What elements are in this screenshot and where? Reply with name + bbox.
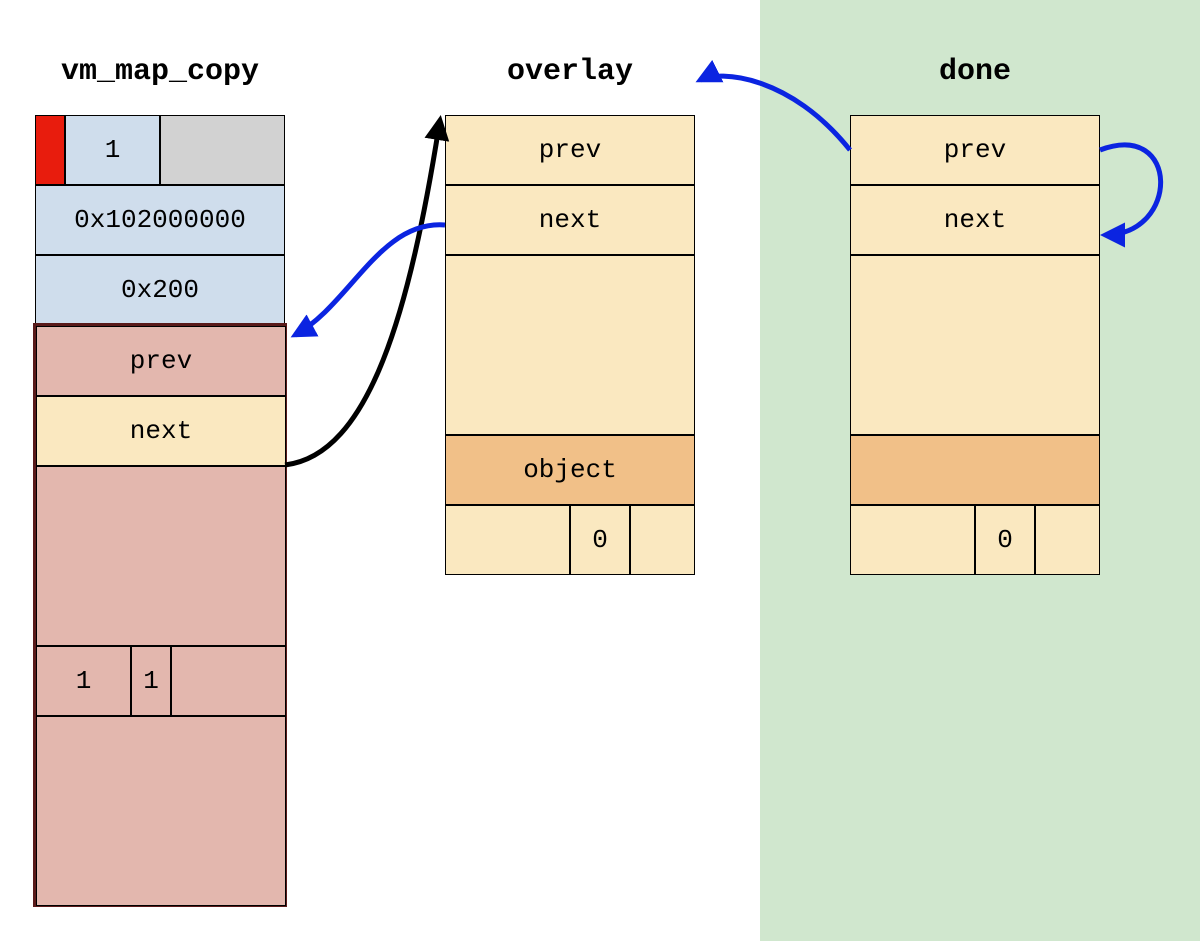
vm-entry-next: next: [36, 396, 286, 466]
done-flag-2: 0: [975, 505, 1035, 575]
vm-entry-flag-2: 1: [131, 646, 171, 716]
done-flag-1: [850, 505, 975, 575]
done-next: next: [850, 185, 1100, 255]
overlay-next: next: [445, 185, 695, 255]
vm-entry-gap2: [36, 716, 286, 906]
vm-header-size: 0x200: [35, 255, 285, 325]
overlay-flag-1: [445, 505, 570, 575]
vm-header-type: 1: [65, 115, 160, 185]
vm-header-pad: [160, 115, 285, 185]
vm-entry-flag-3: [171, 646, 286, 716]
vm-map-entry-block: prev next 1 1: [33, 323, 287, 907]
done-prev: prev: [850, 115, 1100, 185]
vm-header-offset: 0x102000000: [35, 185, 285, 255]
vm-entry-prev: prev: [36, 326, 286, 396]
title-vm-map-copy: vm_map_copy: [35, 55, 285, 89]
overlay-flag-3: [630, 505, 695, 575]
done-flag-3: [1035, 505, 1100, 575]
vm-entry-gap1: [36, 466, 286, 646]
arrow-next-to-overlay: [285, 120, 440, 465]
vm-header-type-flag: [35, 115, 65, 185]
overlay-prev: prev: [445, 115, 695, 185]
overlay-flag-2: 0: [570, 505, 630, 575]
done-object: [850, 435, 1100, 505]
done-gap: [850, 255, 1100, 435]
vm-entry-flag-1: 1: [36, 646, 131, 716]
title-done: done: [850, 55, 1100, 89]
overlay-object: object: [445, 435, 695, 505]
title-overlay: overlay: [445, 55, 695, 89]
arrow-overlay-next-to-vmcopy: [295, 225, 445, 335]
overlay-gap: [445, 255, 695, 435]
